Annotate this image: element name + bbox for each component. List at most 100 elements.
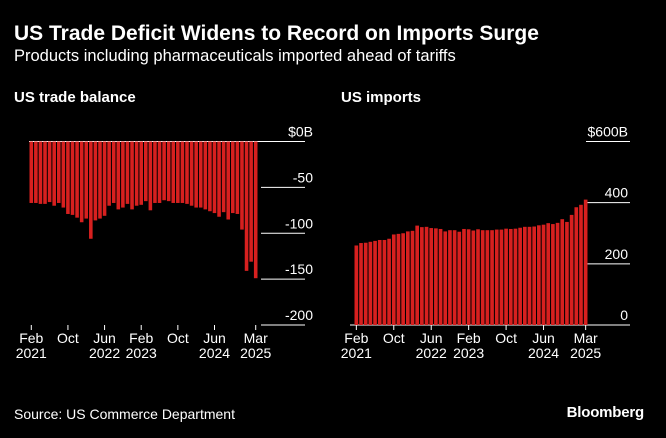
bar: [546, 223, 551, 325]
bar: [38, 141, 43, 204]
bar: [221, 141, 226, 213]
bar: [144, 141, 148, 202]
bar: [240, 141, 244, 230]
x-tick-year: 2024: [528, 345, 559, 361]
bar: [359, 243, 363, 325]
y-tick-label: -150: [285, 261, 313, 277]
bar: [434, 228, 438, 325]
x-tick-month: Oct: [57, 330, 79, 346]
bar: [111, 141, 116, 203]
x-tick-month: Jun: [93, 330, 116, 346]
bar: [574, 207, 579, 325]
bar: [368, 241, 373, 325]
bar: [162, 141, 166, 201]
bar: [485, 230, 490, 325]
bar: [551, 224, 555, 325]
x-tick-month: Oct: [383, 330, 405, 346]
x-tick-year: 2022: [89, 345, 120, 361]
bar: [494, 229, 499, 325]
bar: [231, 141, 235, 214]
x-tick-month: Jun: [420, 330, 443, 346]
bar: [153, 141, 157, 203]
bar: [29, 141, 34, 203]
x-tick-year: 2025: [240, 345, 271, 361]
y-tick-label: $0B: [288, 124, 313, 140]
y-tick-label: -200: [285, 307, 313, 323]
bar: [203, 141, 208, 210]
bar: [253, 141, 258, 279]
bar: [180, 141, 185, 203]
bar: [424, 226, 429, 325]
bar: [93, 141, 98, 221]
bar: [373, 240, 377, 325]
bar: [75, 141, 79, 218]
bar: [401, 233, 405, 325]
bar: [363, 242, 368, 325]
bar: [499, 229, 504, 325]
bar: [89, 141, 93, 239]
bar: [405, 231, 410, 325]
bar: [382, 239, 387, 325]
bar: [448, 230, 452, 325]
bar: [522, 226, 527, 325]
bar: [438, 228, 443, 325]
bar: [125, 141, 130, 204]
bar: [532, 226, 536, 325]
y-tick-label: 0: [620, 307, 628, 323]
bar: [70, 141, 75, 215]
bar: [244, 141, 249, 271]
bar: [148, 141, 153, 211]
bar: [480, 230, 485, 325]
bar: [79, 141, 84, 223]
source-note: Source: US Commerce Department: [14, 406, 235, 422]
y-tick-label: -100: [285, 215, 313, 231]
x-tick-month: Feb: [344, 330, 368, 346]
x-tick-year: 2023: [453, 345, 484, 361]
x-tick-month: Feb: [19, 330, 43, 346]
y-tick-label: -50: [293, 169, 313, 185]
x-tick-month: Mar: [574, 330, 598, 346]
bar: [583, 199, 588, 325]
bar: [579, 204, 583, 325]
bar: [354, 245, 359, 325]
bar: [52, 141, 56, 206]
bar: [116, 141, 121, 210]
bar: [217, 141, 221, 217]
x-tick-year: 2022: [416, 345, 447, 361]
y-tick-label: 400: [605, 185, 629, 201]
x-tick-year: 2024: [199, 345, 230, 361]
bar: [43, 141, 47, 204]
bar: [490, 230, 494, 325]
bar: [226, 141, 231, 220]
bar: [518, 227, 522, 325]
bar: [471, 230, 476, 325]
bar: [66, 141, 70, 214]
bar: [429, 228, 434, 325]
y-tick-label: 200: [605, 246, 629, 262]
x-tick-month: Feb: [457, 330, 481, 346]
bar: [189, 141, 194, 206]
bar: [377, 239, 382, 325]
bar: [84, 141, 89, 219]
bar: [541, 224, 546, 325]
bar: [560, 219, 565, 325]
bar: [452, 230, 457, 325]
bar: [157, 141, 162, 203]
bar: [443, 231, 448, 325]
bar: [410, 230, 415, 325]
x-tick-year: 2021: [341, 345, 372, 361]
bar: [98, 141, 102, 219]
bar: [462, 228, 466, 325]
bloomberg-logo: Bloomberg: [566, 404, 645, 421]
bar: [198, 141, 203, 208]
bar: [171, 141, 176, 203]
bar: [134, 141, 139, 206]
bar: [569, 214, 574, 325]
bar: [121, 141, 125, 208]
x-tick-month: Oct: [167, 330, 189, 346]
bar: [513, 228, 518, 325]
bar: [139, 141, 143, 205]
